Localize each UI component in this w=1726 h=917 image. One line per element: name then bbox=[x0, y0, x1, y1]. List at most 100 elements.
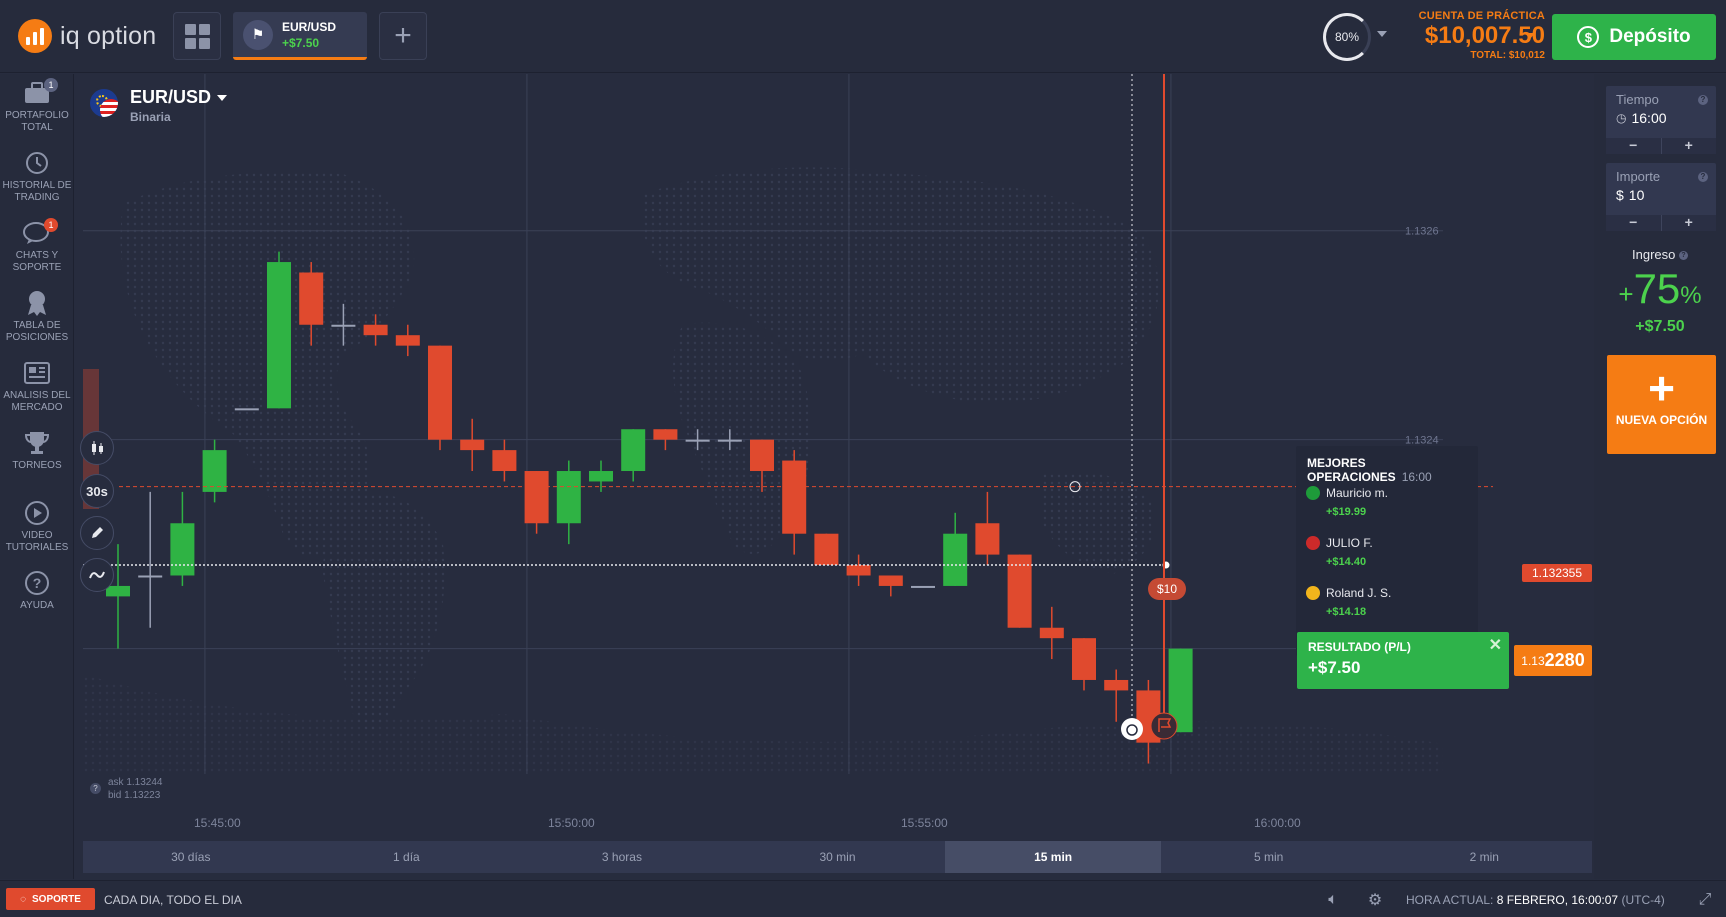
flag-icon bbox=[1306, 586, 1320, 600]
y-tick-label: 1.1326 bbox=[1405, 226, 1439, 238]
settings-icon[interactable]: ⚙︎ bbox=[1367, 892, 1383, 909]
chart-type-button[interactable] bbox=[80, 431, 114, 465]
asset-tab[interactable]: ⚑ EUR/USD +$7.50 bbox=[233, 12, 367, 60]
help-icon[interactable]: ? bbox=[1679, 251, 1688, 261]
tab-asset-profit: +$7.50 bbox=[282, 35, 320, 50]
close-icon[interactable]: ✕ bbox=[1488, 637, 1502, 654]
x-tick-label: 15:45:00 bbox=[194, 816, 241, 830]
candle-body bbox=[846, 565, 871, 576]
account-type: CUENTA DE PRÁCTICA bbox=[1418, 10, 1545, 22]
candles bbox=[106, 251, 1193, 764]
timeframe-15m[interactable]: 15 min bbox=[945, 841, 1161, 873]
expiry-time-box[interactable]: Tiempo ? ◷ 16:00 − + bbox=[1606, 86, 1716, 154]
timeframe-2m[interactable]: 2 min bbox=[1469, 850, 1499, 864]
draw-tool-button[interactable] bbox=[80, 516, 114, 550]
add-asset-button[interactable]: + bbox=[379, 12, 427, 60]
tab-asset-name: EUR/USD bbox=[282, 19, 337, 34]
sidebar-label: CHATS Y SOPORTE bbox=[12, 250, 62, 273]
candle-body bbox=[331, 324, 356, 327]
timeframe-3h[interactable]: 3 horas bbox=[601, 850, 642, 864]
news-icon bbox=[0, 356, 74, 390]
best-ops-time: 16:00 bbox=[1401, 470, 1432, 484]
account-balance[interactable]: CUENTA DE PRÁCTICA $10,007.50 TOTAL: $10… bbox=[1395, 10, 1545, 61]
logo[interactable]: iq option bbox=[18, 18, 156, 54]
new-option-button[interactable]: + NUEVA OPCIÓN bbox=[1607, 355, 1716, 454]
candle-body bbox=[299, 272, 324, 325]
sidebar-item-chat[interactable]: 1 CHATS Y SOPORTE bbox=[0, 216, 74, 274]
bottom-bar: ◌ SOPORTE CADA DIA, TODO EL DIA 🔈︎ ⚙︎ HOR… bbox=[0, 880, 1726, 917]
time-decrease-button[interactable]: − bbox=[1629, 137, 1638, 153]
sidebar: 1 PORTAFOLIO TOTAL HISTORIAL DE TRADING … bbox=[0, 74, 74, 879]
chat-icon: 1 bbox=[0, 216, 74, 250]
deposit-label: Depósito bbox=[1609, 26, 1691, 47]
logo-icon bbox=[18, 19, 52, 53]
income-label-text: Ingreso bbox=[1632, 247, 1676, 262]
candle-body bbox=[492, 450, 517, 472]
trader-profit: +$14.18 bbox=[1326, 606, 1367, 618]
help-icon[interactable]: ? bbox=[90, 783, 101, 794]
sidebar-label: TORNEOS bbox=[12, 460, 62, 471]
sidebar-item-videos[interactable]: VIDEO TUTORIALES bbox=[0, 496, 74, 554]
indicator-wave-icon bbox=[89, 571, 105, 579]
sidebar-item-tournaments[interactable]: TORNEOS bbox=[0, 426, 74, 472]
account-chevron-icon[interactable] bbox=[1525, 33, 1535, 39]
amount-input[interactable]: 10 bbox=[1628, 187, 1645, 203]
candle-body bbox=[138, 575, 163, 578]
new-option-label: NUEVA OPCIÓN bbox=[1615, 413, 1708, 427]
interval-button[interactable]: 30s bbox=[80, 474, 114, 508]
flag-icon bbox=[1306, 536, 1320, 550]
sidebar-item-history[interactable]: HISTORIAL DE TRADING bbox=[0, 146, 74, 204]
help-icon[interactable]: ? bbox=[1698, 95, 1708, 105]
finish-flag-icon bbox=[1150, 712, 1178, 740]
volume-icon[interactable]: 🔈︎ bbox=[1328, 891, 1338, 908]
trader-name: Mauricio m. bbox=[1326, 486, 1389, 500]
trader-name: JULIO F. bbox=[1326, 536, 1373, 550]
support-button[interactable]: ◌ SOPORTE bbox=[6, 888, 95, 910]
asset-selector[interactable]: EUR/USD Binaria bbox=[88, 87, 228, 124]
help-icon[interactable]: ? bbox=[1698, 172, 1708, 182]
pencil-icon bbox=[92, 527, 103, 538]
x-tick-label: 15:50:00 bbox=[548, 816, 595, 830]
amount-box[interactable]: Importe ? $10 − + bbox=[1606, 163, 1716, 231]
sidebar-item-analysis[interactable]: ANALISIS DEL MERCADO bbox=[0, 356, 74, 414]
trophy-icon bbox=[0, 426, 74, 460]
clock-icon: ◷ bbox=[1616, 111, 1627, 125]
chevron-down-icon[interactable] bbox=[1377, 31, 1387, 37]
sidebar-label: HISTORIAL DE TRADING bbox=[2, 180, 72, 203]
y-tick-label: 1.1324 bbox=[1405, 435, 1439, 447]
top-bar: iq option ⚑ EUR/USD +$7.50 + 80% CUENTA … bbox=[0, 0, 1726, 73]
timeframe-bar: 30 días 1 día 3 horas 30 min 15 min 5 mi… bbox=[83, 841, 1592, 873]
profit-dial[interactable]: 80% bbox=[1323, 13, 1371, 61]
sidebar-label: VIDEO TUTORIALES bbox=[5, 530, 69, 553]
indicators-button[interactable] bbox=[80, 558, 114, 592]
sidebar-item-portfolio[interactable]: 1 PORTAFOLIO TOTAL bbox=[0, 76, 74, 134]
layout-grid-button[interactable] bbox=[173, 12, 221, 60]
sidebar-item-leaderboard[interactable]: TABLA DE POSICIONES bbox=[0, 286, 74, 344]
timeframe-30m[interactable]: 30 min bbox=[819, 850, 856, 864]
time-increase-button[interactable]: + bbox=[1660, 138, 1717, 154]
candle-body bbox=[943, 533, 968, 586]
income-percent: +75% bbox=[1618, 265, 1702, 312]
timeframe-5m[interactable]: 5 min bbox=[1254, 850, 1284, 864]
flag-icon bbox=[1306, 486, 1320, 500]
candlestick-icon bbox=[92, 441, 103, 455]
ask-bid-info: ? ask 1.13244 bid 1.13223 bbox=[90, 776, 163, 802]
income-pct-value: 75 bbox=[1633, 265, 1681, 312]
timeframe-30d[interactable]: 30 días bbox=[171, 850, 211, 864]
current-price-prefix: 1.13 bbox=[1521, 653, 1545, 668]
right-panel: Tiempo ? ◷ 16:00 − + Importe ? $10 − + bbox=[1594, 74, 1726, 879]
chart-overlays bbox=[83, 74, 1493, 740]
amount-decrease-button[interactable]: − bbox=[1629, 214, 1638, 230]
fullscreen-icon[interactable]: ⤢ bbox=[1698, 891, 1712, 908]
bet-amount-tag[interactable]: $10 bbox=[1148, 578, 1186, 600]
best-op-row: JULIO F. +$14.40 bbox=[1306, 536, 1373, 568]
current-price-tag: 1.13 2280 bbox=[1514, 645, 1592, 676]
deposit-button[interactable]: $ Depósito bbox=[1552, 14, 1716, 60]
amount-increase-button[interactable]: + bbox=[1660, 215, 1717, 231]
logo-text: iq option bbox=[60, 21, 157, 50]
sidebar-item-help[interactable]: ? AYUDA bbox=[0, 566, 74, 612]
clock-label: HORA ACTUAL: bbox=[1406, 893, 1494, 907]
timeframe-1d[interactable]: 1 día bbox=[393, 850, 420, 864]
